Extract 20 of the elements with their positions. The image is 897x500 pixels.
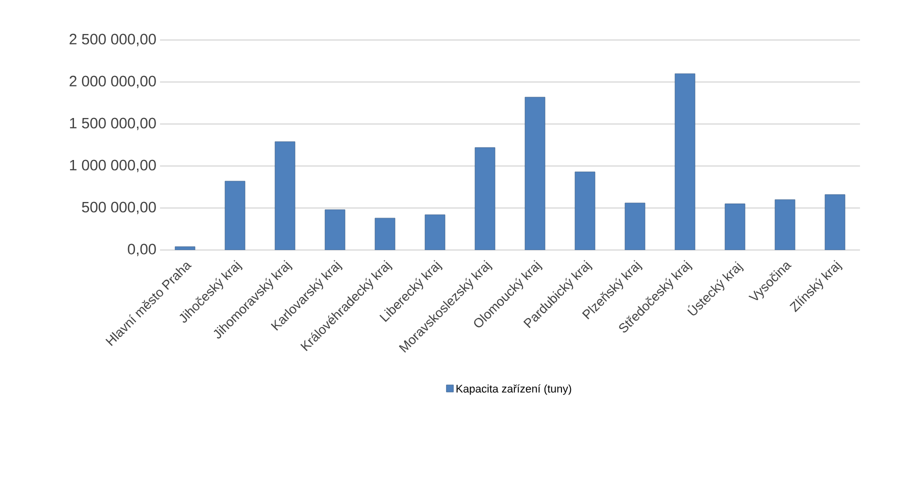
bar (774, 199, 796, 250)
bar (474, 147, 496, 250)
y-tick-label: 0,00 (128, 244, 156, 256)
bar (424, 214, 446, 250)
bar (524, 96, 546, 250)
bar (574, 172, 596, 250)
bar (274, 141, 296, 250)
y-tick-label: 500 000,00 (82, 202, 156, 214)
bar (674, 73, 696, 250)
y-tick-label: 1 500 000,00 (70, 118, 156, 130)
bar (624, 202, 646, 250)
bar (824, 194, 846, 250)
bar (724, 204, 746, 250)
bar (374, 218, 396, 250)
bar (324, 209, 346, 250)
y-tick-label: 2 000 000,00 (70, 76, 156, 88)
legend-label: Kapacita zařízení (tuny) (456, 384, 572, 395)
y-tick-label: 1 000 000,00 (70, 160, 156, 172)
y-tick-label: 2 500 000,00 (70, 34, 156, 46)
bar (224, 180, 246, 250)
